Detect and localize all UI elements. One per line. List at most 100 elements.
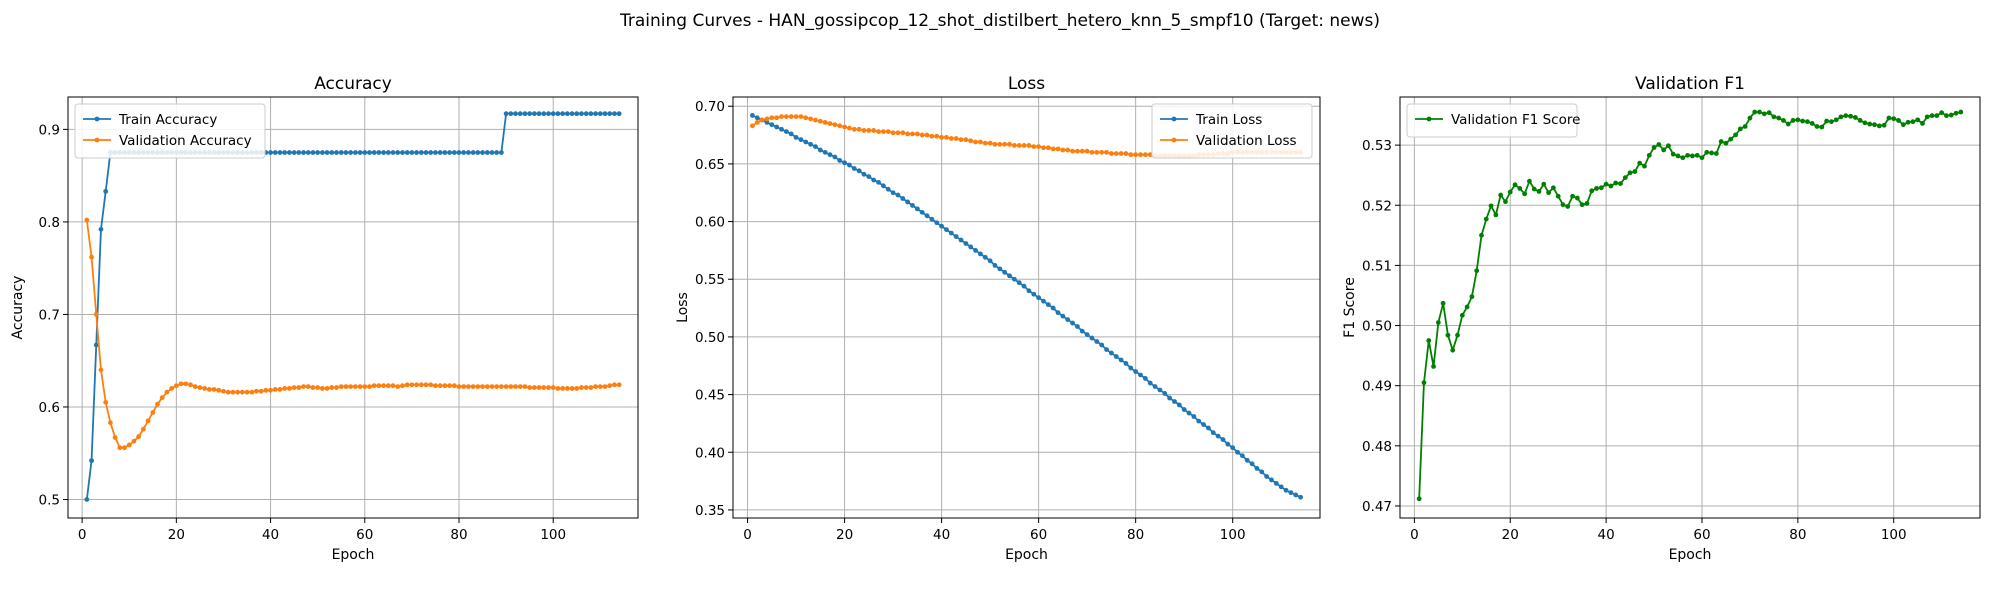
accuracy-point [126,442,132,448]
loss-point [987,258,993,264]
accuracy-point [484,384,490,390]
accuracy-point [164,389,170,395]
accuracy-point [305,384,311,390]
validation-f1-point [1613,180,1619,186]
accuracy-point [466,384,471,390]
loss-point [861,128,867,133]
validation-f1-point [1819,124,1825,130]
loss-point [871,177,877,183]
accuracy-point [531,111,537,117]
validation-f1-point [1699,155,1705,161]
accuracy-point [418,150,424,155]
validation-f1-point [1642,163,1647,169]
validation-f1-point [1747,115,1753,121]
validation-f1-point [1929,113,1935,119]
validation-f1-point [1675,153,1681,159]
loss-point [788,114,794,120]
loss-point [1041,298,1046,304]
loss-point [963,137,969,143]
validation-f1-point [1440,300,1446,306]
accuracy-point [188,382,193,388]
validation-f1-point [1728,136,1734,142]
validation-f1-point [1713,151,1719,156]
loss-point [817,118,823,124]
loss-point [866,174,872,179]
accuracy-x-tick-label: 40 [262,527,279,543]
validation-f1-x-tick-label: 60 [1693,527,1710,543]
accuracy-point [560,111,566,117]
validation-f1-point [1450,347,1456,353]
accuracy-point [475,150,481,155]
accuracy-point [583,385,589,390]
validation-f1-point [1493,212,1499,218]
accuracy-point [357,150,363,155]
loss-y-axis-label: Loss [675,292,691,323]
loss-point [1007,273,1012,279]
validation-f1-point [1709,150,1714,156]
validation-f1-point [1594,186,1599,191]
validation-f1-point [1958,109,1964,115]
validation-f1-point [1603,181,1609,187]
accuracy-point [334,385,339,390]
loss-point [919,132,925,138]
loss-point [876,129,881,135]
loss-point [929,133,935,139]
accuracy-point [84,217,90,223]
accuracy-point [574,386,580,391]
loss-point [842,160,847,166]
validation-f1-point [1900,122,1906,128]
loss-point [793,134,799,140]
accuracy-point [319,386,325,391]
loss-point [1075,324,1080,329]
validation-f1-point [1632,169,1638,174]
validation-f1-point [1829,119,1834,125]
loss-point [1167,395,1173,401]
accuracy-legend-marker [94,137,100,143]
accuracy-point [112,435,118,440]
loss-point [779,114,784,120]
loss-point [1273,481,1279,486]
accuracy-point [433,150,438,155]
accuracy-point [593,111,598,117]
loss-point [788,131,794,137]
loss-point [900,130,906,136]
loss-point [1089,149,1095,155]
validation-f1-point [1872,122,1877,128]
loss-point [1230,445,1236,451]
validation-f1-point [1833,117,1839,123]
loss-point [1084,332,1090,338]
accuracy-point [597,384,603,390]
validation-f1-point [1445,332,1451,338]
validation-f1-point [1479,232,1484,238]
accuracy-point [461,150,467,155]
loss-point [1065,317,1071,323]
accuracy-point [494,150,500,155]
accuracy-point [244,389,250,395]
validation-f1-point [1656,142,1662,147]
validation-f1-point [1464,304,1470,310]
accuracy-point [569,111,575,117]
accuracy-point [423,150,429,155]
loss-legend-box [1151,103,1313,159]
loss-point [890,130,896,136]
loss-point [1298,494,1303,500]
accuracy-point [268,150,273,155]
validation-f1-point [1560,202,1566,208]
accuracy-point [546,385,551,390]
accuracy-point [588,385,594,390]
loss-point [1084,148,1090,154]
accuracy-x-tick-label: 100 [540,527,566,543]
accuracy-point [451,383,457,389]
accuracy-point [475,384,481,390]
accuracy-point [428,382,434,388]
validation-f1-x-tick-label: 80 [1789,527,1806,543]
accuracy-point [159,395,165,401]
accuracy-point [588,111,594,117]
loss-point [1293,492,1299,498]
loss-point [822,119,828,125]
loss-y-tick-label: 0.45 [695,388,725,404]
loss-point [1249,461,1255,467]
loss-point [876,179,881,185]
loss-point [798,114,804,120]
validation-f1-point [1555,193,1561,199]
